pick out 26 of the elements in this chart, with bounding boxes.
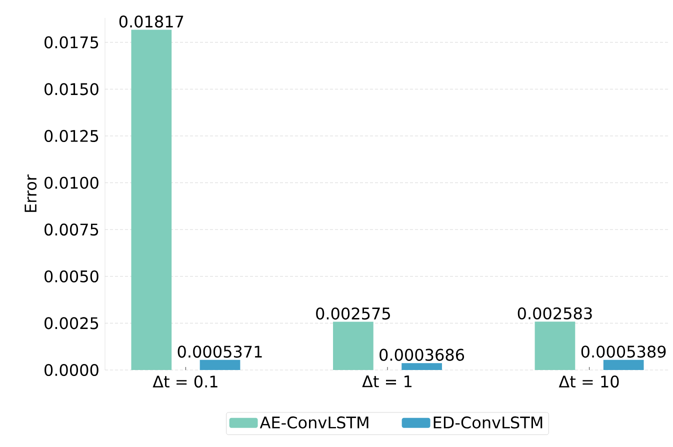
y-axis-title: Error — [24, 174, 37, 212]
y-tick-label: 0.0125 — [44, 130, 98, 142]
legend-label: AE-ConvLSTM — [260, 416, 368, 429]
data-label: 0.0005371 — [178, 346, 262, 358]
y-tick-label: 0.0075 — [44, 224, 98, 236]
bar — [534, 322, 576, 370]
y-tick-label: 0.0050 — [44, 270, 98, 282]
data-label: 0.0003686 — [380, 348, 464, 361]
data-label: 0.002575 — [316, 307, 390, 320]
legend-label: ED-ConvLSTM — [434, 416, 542, 429]
bar — [131, 30, 172, 370]
y-tick-label: 0.0025 — [44, 317, 98, 330]
bar — [200, 360, 240, 370]
bar — [603, 360, 644, 370]
bar — [333, 322, 374, 370]
y-tick-label: 0.0150 — [44, 83, 98, 96]
x-tick-label: Δt = 1 — [362, 376, 412, 388]
data-label: 0.002583 — [518, 307, 592, 320]
y-tick-label: 0.0000 — [44, 364, 98, 376]
x-tick-label: Δt = 0.1 — [152, 376, 218, 388]
bar — [402, 363, 442, 370]
data-label: 0.01817 — [119, 15, 184, 28]
y-tick-label: 0.0100 — [44, 176, 98, 189]
x-tick-label: Δt = 10 — [558, 376, 619, 388]
data-label: 0.0005389 — [581, 346, 666, 358]
y-tick-label: 0.0175 — [44, 36, 98, 48]
